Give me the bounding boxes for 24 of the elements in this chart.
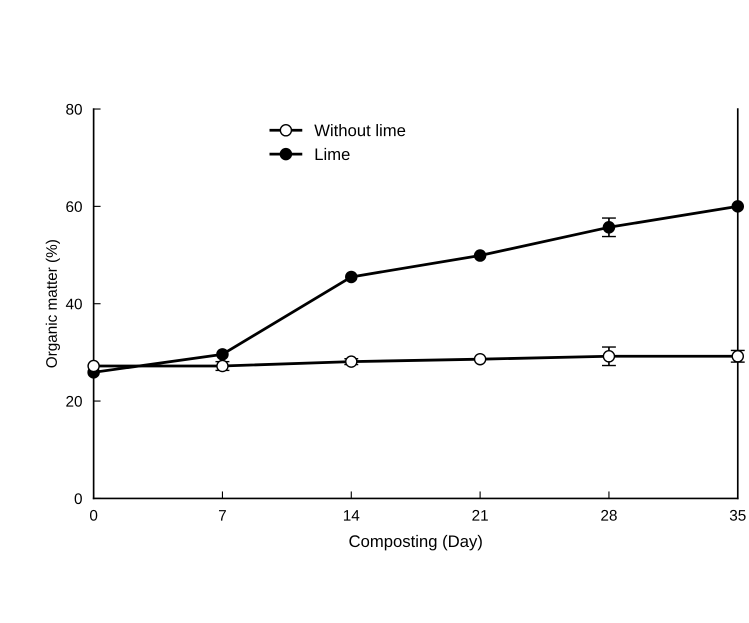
x-tick-label: 0 [90, 510, 98, 521]
x-tick-label: 21 [472, 510, 488, 521]
point [732, 200, 744, 213]
point [474, 249, 486, 262]
y-tick-label: 20 [66, 396, 82, 407]
x-axis-title: Composting (Day) [349, 534, 482, 550]
y-axis-title: Organic matter (%) [46, 240, 60, 368]
point [602, 221, 616, 234]
legend-label: Lime [316, 148, 350, 160]
x-tick-label: 7 [218, 510, 226, 521]
point [345, 270, 358, 284]
y-tick-label: 0 [74, 493, 82, 504]
y-tick-label: 40 [66, 298, 82, 310]
point [474, 352, 486, 366]
point [216, 348, 229, 361]
x-tick-label: 35 [730, 510, 746, 521]
x-tick-label: 28 [601, 510, 617, 521]
y-tick-label: 60 [66, 201, 82, 212]
point [345, 355, 358, 368]
point [602, 350, 616, 363]
point [87, 360, 100, 372]
x-tick-label: 14 [344, 510, 360, 521]
legend-label: Without lime [314, 124, 406, 136]
y-tick-label: 80 [66, 104, 82, 115]
